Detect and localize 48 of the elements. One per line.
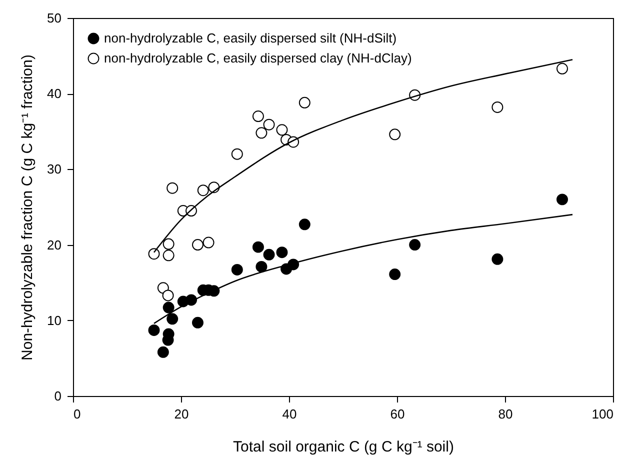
x-tick-label: 0 xyxy=(74,406,81,422)
point xyxy=(166,313,178,325)
x-tick-label: 80 xyxy=(498,406,513,422)
point xyxy=(252,241,264,253)
point xyxy=(556,62,568,74)
point xyxy=(276,124,288,136)
point xyxy=(256,260,268,272)
point xyxy=(389,128,401,140)
point xyxy=(162,290,174,302)
y-axis-title: Non-hydrolyzable fraction C (g C kg⁻¹ fraction) xyxy=(19,54,36,360)
point xyxy=(298,96,310,108)
x-tick-label: 60 xyxy=(390,406,405,422)
y-tick-label: 10 xyxy=(47,312,62,328)
y-tick-label: 20 xyxy=(47,237,62,252)
point xyxy=(276,246,288,258)
point xyxy=(263,248,275,260)
point xyxy=(197,184,209,196)
point xyxy=(263,118,275,130)
point xyxy=(492,253,504,265)
point xyxy=(256,127,268,139)
x-axis-title: Total soil organic C (g C kg⁻¹ soil) xyxy=(233,438,454,456)
point xyxy=(252,110,264,122)
point xyxy=(162,302,174,314)
legend-label: non-hydrolyzable C, easily dispersed silt (NH-dSilt) xyxy=(104,30,397,46)
x-tick-label: 100 xyxy=(592,406,614,422)
y-tick-label: 40 xyxy=(47,86,62,102)
y-tick-label: 50 xyxy=(47,10,62,26)
point xyxy=(162,238,174,250)
point xyxy=(492,101,504,113)
point xyxy=(166,182,178,194)
point xyxy=(162,250,174,262)
y-tick-label: 0 xyxy=(54,388,62,404)
point xyxy=(389,268,401,280)
y-tick-label: 30 xyxy=(47,162,62,177)
point xyxy=(409,239,421,251)
point xyxy=(298,218,310,230)
point xyxy=(192,239,204,251)
x-tick-label: 20 xyxy=(174,406,189,422)
point xyxy=(231,148,243,160)
point xyxy=(148,248,160,260)
x-tick-label: 40 xyxy=(282,406,297,422)
legend-label: non-hydrolyzable C, easily dispersed clay (NH-dClay) xyxy=(104,50,412,66)
point xyxy=(556,194,568,206)
point xyxy=(148,324,160,336)
point xyxy=(202,236,214,248)
point xyxy=(157,346,169,358)
point xyxy=(231,264,243,276)
point xyxy=(192,316,204,328)
